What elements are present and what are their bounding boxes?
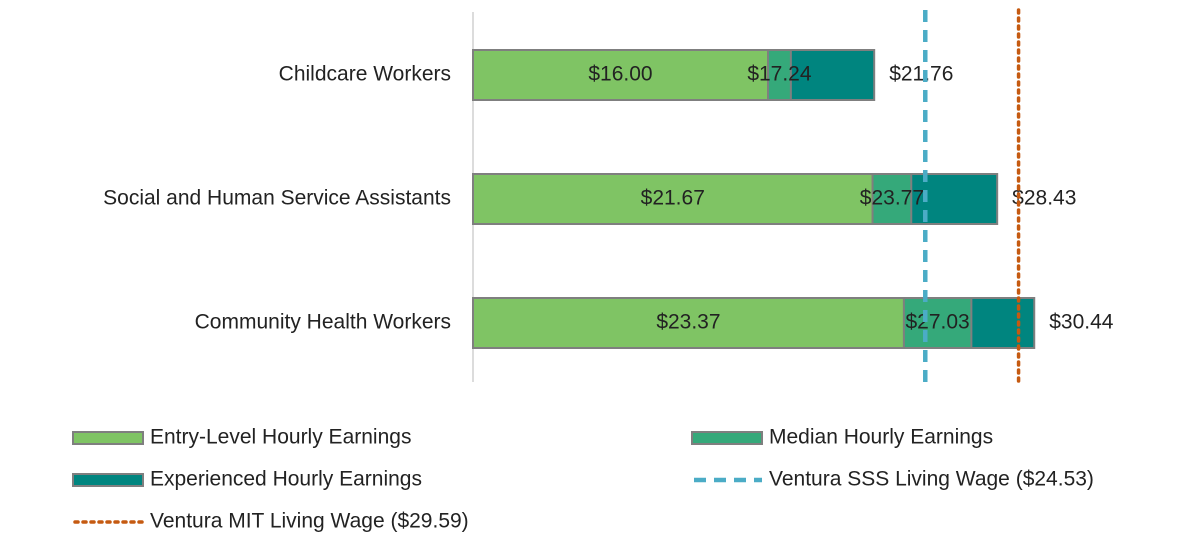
data-label: $30.44 xyxy=(1049,311,1114,334)
y-tick-label: Childcare Workers xyxy=(279,63,451,86)
legend-label: Entry-Level Hourly Earnings xyxy=(150,426,411,449)
bar xyxy=(472,173,874,225)
legend-label: Median Hourly Earnings xyxy=(769,426,993,449)
data-label: $28.43 xyxy=(1012,187,1076,210)
data-label: $21.76 xyxy=(889,63,953,86)
legend-swatch xyxy=(72,473,144,487)
legend-label: Experienced Hourly Earnings xyxy=(150,468,422,491)
legend-label: Ventura SSS Living Wage ($24.53) xyxy=(769,468,1094,491)
bar xyxy=(472,297,905,349)
legend-swatch xyxy=(72,431,144,445)
data-label: $23.37 xyxy=(656,311,720,334)
data-label: $21.67 xyxy=(641,187,705,210)
data-label: $27.03 xyxy=(906,311,970,334)
legend-swatch xyxy=(691,431,763,445)
bar xyxy=(472,49,769,101)
legend-label: Ventura MIT Living Wage ($29.59) xyxy=(150,510,469,533)
data-label: $16.00 xyxy=(588,63,652,86)
data-label: $23.77 xyxy=(860,187,924,210)
y-tick-label: Community Health Workers xyxy=(195,311,451,334)
data-label: $17.24 xyxy=(747,63,812,86)
y-tick-label: Social and Human Service Assistants xyxy=(103,187,451,210)
